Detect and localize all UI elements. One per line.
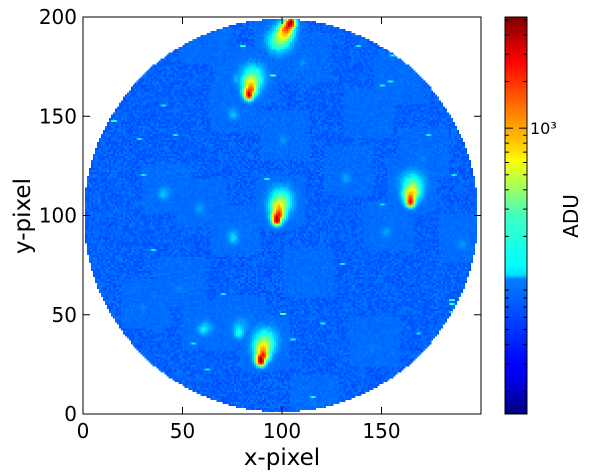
x-tick-label: 100 [263, 419, 301, 443]
y-tick-label: 0 [64, 402, 77, 426]
colorbar-title: ADU [559, 194, 583, 238]
x-tick-label: 150 [362, 419, 400, 443]
x-tick-label: 0 [77, 419, 90, 443]
y-tick-label: 100 [39, 204, 77, 228]
y-tick-label: 200 [39, 5, 77, 29]
colorbar [504, 16, 528, 415]
x-axis-ticks: 0 50 100 150 [77, 17, 401, 443]
x-tick-label: 50 [170, 419, 195, 443]
detector-heatmap [83, 17, 481, 414]
x-axis-title: x-pixel [244, 445, 320, 471]
colorbar-ticks [505, 19, 527, 392]
colorbar-major-tick-label: 10³ [530, 119, 557, 138]
y-axis-title: y-pixel [10, 178, 36, 254]
y-tick-label: 150 [39, 104, 77, 128]
y-tick-label: 50 [52, 303, 77, 327]
y-axis-ticks: 0 50 100 150 200 [39, 5, 481, 426]
